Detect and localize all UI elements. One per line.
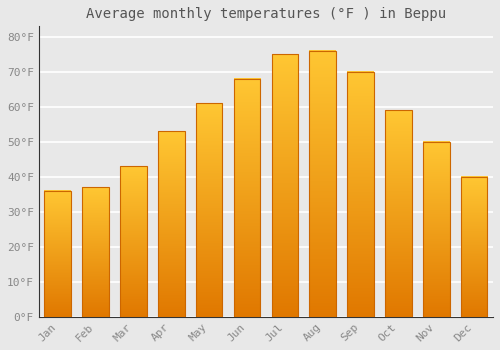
Bar [120, 166, 146, 317]
Bar [348, 72, 374, 317]
Bar [196, 103, 222, 317]
Bar [234, 79, 260, 317]
Bar [82, 187, 109, 317]
Bar [272, 54, 298, 317]
Title: Average monthly temperatures (°F ) in Beppu: Average monthly temperatures (°F ) in Be… [86, 7, 446, 21]
Bar [310, 51, 336, 317]
Bar [348, 72, 374, 317]
Bar [82, 187, 109, 317]
Bar [158, 131, 184, 317]
Bar [234, 79, 260, 317]
Bar [310, 51, 336, 317]
Bar [120, 166, 146, 317]
Bar [423, 142, 450, 317]
Bar [385, 110, 411, 317]
Bar [423, 142, 450, 317]
Bar [196, 103, 222, 317]
Bar [385, 110, 411, 317]
Bar [44, 191, 71, 317]
Bar [158, 131, 184, 317]
Bar [272, 54, 298, 317]
Bar [461, 177, 487, 317]
Bar [44, 191, 71, 317]
Bar [461, 177, 487, 317]
